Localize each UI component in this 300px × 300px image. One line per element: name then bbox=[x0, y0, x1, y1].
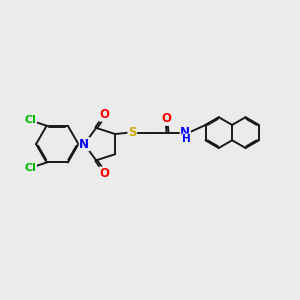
Text: O: O bbox=[99, 108, 110, 121]
Text: O: O bbox=[99, 167, 110, 180]
Text: Cl: Cl bbox=[25, 163, 36, 173]
Text: H: H bbox=[182, 134, 190, 144]
Text: N: N bbox=[180, 126, 190, 139]
Text: O: O bbox=[161, 112, 171, 125]
Text: S: S bbox=[128, 126, 136, 139]
Text: Cl: Cl bbox=[25, 116, 36, 125]
Text: N: N bbox=[79, 138, 89, 151]
